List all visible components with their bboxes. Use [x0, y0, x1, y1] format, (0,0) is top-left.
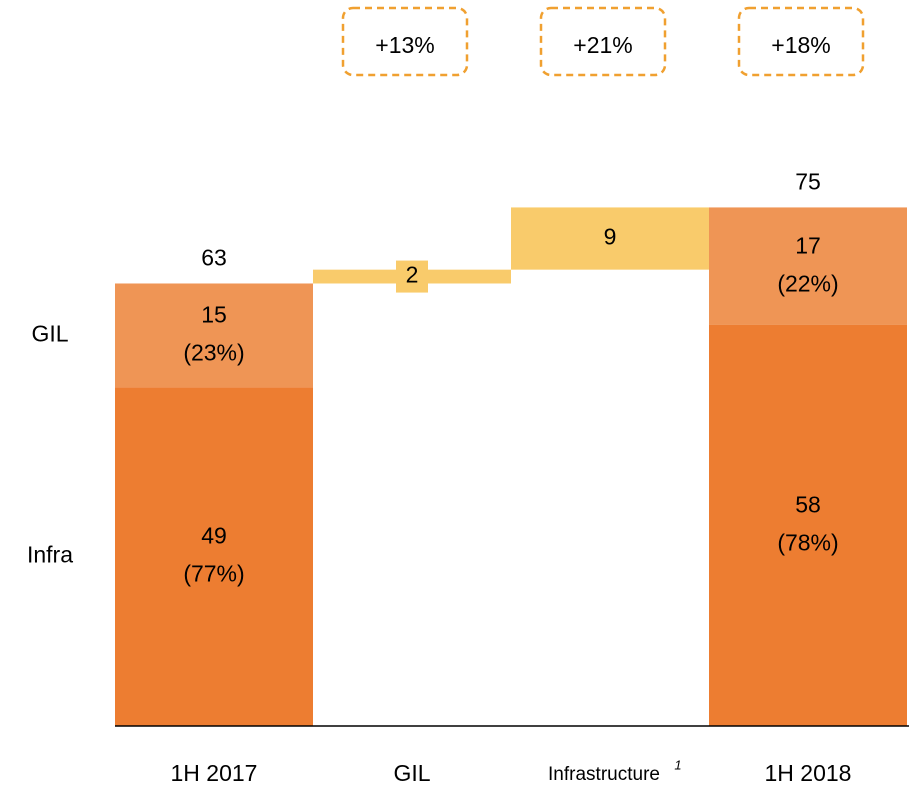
step-bar [511, 207, 709, 270]
step-label: 2 [406, 262, 419, 288]
series-label: Infra [27, 542, 73, 568]
bar-segment [709, 207, 907, 325]
segment-value: 15 [201, 301, 227, 327]
x-tick-label: 1H 2017 [171, 760, 258, 786]
x-tick-label: GIL [393, 760, 430, 786]
segment-value: 49 [201, 523, 227, 549]
growth-label: +18% [771, 32, 830, 58]
footnote-marker: 1 [674, 757, 681, 772]
growth-box [539, 6, 667, 77]
growth-label: +21% [573, 32, 632, 58]
total-label: 63 [201, 245, 227, 271]
x-tick-label: Infrastructure [548, 764, 660, 785]
bar-segment [115, 283, 313, 388]
segment-value: 58 [795, 492, 821, 518]
segment-share: (78%) [777, 530, 838, 556]
growth-box [341, 6, 469, 77]
segment-share: (77%) [183, 561, 244, 587]
bar-segment [709, 324, 907, 726]
bar-segment [115, 387, 313, 726]
segment-share: (22%) [777, 270, 838, 296]
growth-box [737, 6, 865, 77]
x-tick-label: 1H 2018 [765, 760, 852, 786]
segment-value: 17 [795, 232, 821, 258]
total-label: 75 [795, 169, 821, 195]
step-label: 9 [604, 224, 617, 250]
series-label: GIL [31, 320, 68, 346]
growth-label: +13% [375, 32, 434, 58]
step-label-bg [396, 260, 428, 293]
segment-share: (23%) [183, 339, 244, 365]
